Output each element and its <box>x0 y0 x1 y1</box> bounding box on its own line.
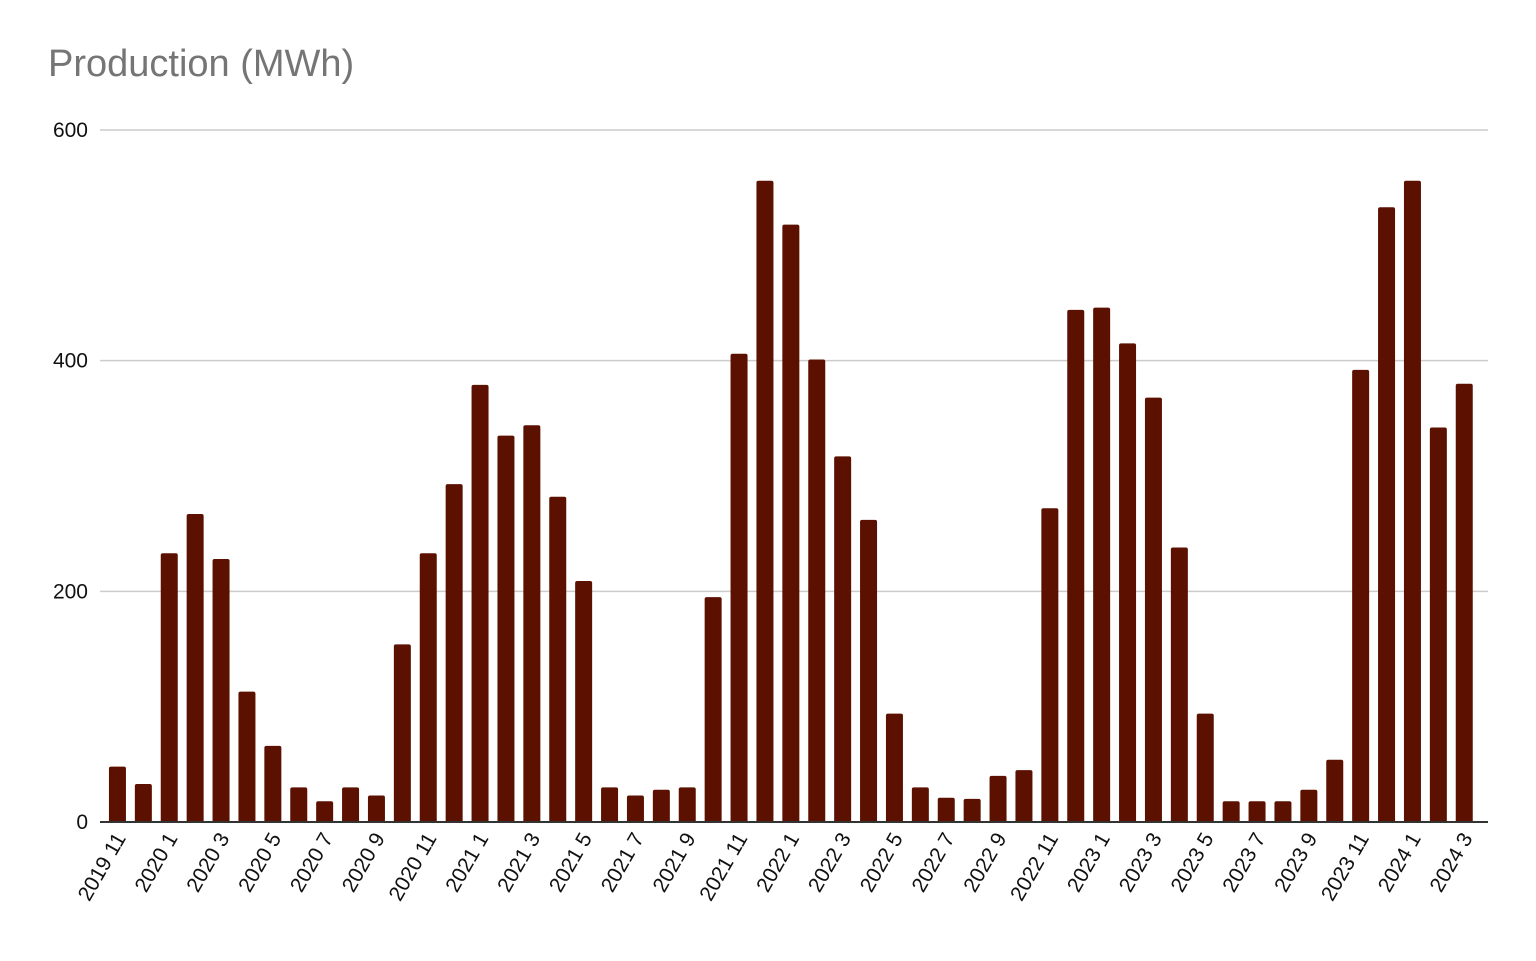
bar-2021-7 <box>626 795 644 822</box>
bar-2023-9 <box>1300 789 1318 822</box>
x-tick-label: 2022 1 <box>752 829 804 896</box>
x-tick-label: 2019 11 <box>74 829 131 905</box>
y-tick-label: 600 <box>53 119 88 142</box>
bar-2022-9 <box>989 775 1007 822</box>
x-tick-label: 2023 5 <box>1167 829 1219 896</box>
bar-2020-2 <box>186 514 204 822</box>
bar-2020-7 <box>316 801 334 822</box>
x-tick-label: 2022 3 <box>804 829 856 896</box>
x-tick-label: 2021 9 <box>649 829 701 896</box>
bar-2021-6 <box>601 787 619 822</box>
bar-2022-4 <box>860 519 878 822</box>
bar-2020-10 <box>393 644 411 822</box>
x-tick-label: 2022 5 <box>856 829 908 896</box>
chart-title: Production (MWh) <box>48 43 355 85</box>
bar-2022-11 <box>1041 508 1059 822</box>
x-tick-label: 2022 7 <box>908 829 960 896</box>
bar-2021-10 <box>704 597 722 822</box>
bar-2023-2 <box>1119 343 1137 822</box>
x-tick-label: 2024 1 <box>1374 829 1426 896</box>
bar-2020-9 <box>367 795 385 822</box>
x-tick-label: 2020 11 <box>384 829 441 905</box>
bar-2023-5 <box>1196 713 1214 822</box>
y-axis-tick-labels: 0 200 400 600 <box>53 119 88 834</box>
bar-2021-5 <box>575 580 593 822</box>
bar-2023-8 <box>1274 801 1292 822</box>
bar-2023-10 <box>1326 759 1344 822</box>
bar-2019-11 <box>108 766 126 822</box>
x-tick-label: 2023 11 <box>1317 829 1374 905</box>
x-tick-label: 2020 9 <box>338 829 390 896</box>
bar-2023-6 <box>1222 801 1240 822</box>
y-tick-label: 0 <box>76 811 88 834</box>
bar-2020-5 <box>264 745 282 822</box>
x-tick-label: 2020 7 <box>286 829 338 896</box>
x-tick-label: 2022 11 <box>1006 829 1063 905</box>
bar-2022-3 <box>834 456 852 822</box>
bar-2022-6 <box>911 787 929 822</box>
bar-2022-2 <box>808 359 826 822</box>
x-tick-label: 2022 9 <box>959 829 1011 896</box>
bar-2021-3 <box>523 425 541 822</box>
bar-2020-4 <box>238 691 256 822</box>
y-tick-label: 400 <box>53 350 88 373</box>
x-tick-label: 2020 5 <box>234 829 286 896</box>
x-tick-label: 2020 1 <box>131 829 183 896</box>
bar-2023-12 <box>1378 207 1396 823</box>
bar-2020-11 <box>419 553 437 822</box>
bar-2023-1 <box>1093 307 1111 822</box>
bar-2020-6 <box>290 787 308 822</box>
bar-2022-12 <box>1067 309 1085 822</box>
bar-2023-3 <box>1144 397 1162 822</box>
bar-2023-11 <box>1352 369 1370 822</box>
bar-2022-5 <box>885 713 903 822</box>
bar-2021-4 <box>549 496 567 822</box>
x-tick-label: 2023 7 <box>1218 829 1270 896</box>
x-tick-label: 2021 5 <box>545 829 597 896</box>
x-tick-label: 2021 7 <box>597 829 649 896</box>
x-tick-label: 2023 3 <box>1115 829 1167 896</box>
y-tick-label: 200 <box>53 580 88 603</box>
bar-2024-3 <box>1455 383 1473 822</box>
x-tick-label: 2023 1 <box>1063 829 1115 896</box>
bar-2020-1 <box>160 553 178 822</box>
bar-2020-3 <box>212 559 230 822</box>
bar-2023-4 <box>1170 547 1188 822</box>
bar-2021-1 <box>471 384 489 822</box>
bars <box>108 180 1473 823</box>
bar-2022-8 <box>963 798 981 822</box>
bar-2022-10 <box>1015 770 1033 822</box>
x-tick-label: 2024 3 <box>1426 829 1478 896</box>
bar-2021-2 <box>497 435 515 822</box>
bar-2021-11 <box>730 353 748 822</box>
bar-2023-7 <box>1248 801 1266 822</box>
bar-2024-1 <box>1403 180 1421 822</box>
bar-2022-7 <box>937 797 955 822</box>
bar-2021-9 <box>678 787 696 822</box>
bar-2021-8 <box>652 789 670 822</box>
x-tick-label: 2021 11 <box>695 829 752 905</box>
bar-2021-12 <box>756 180 774 822</box>
bar-2024-2 <box>1429 427 1447 822</box>
bar-2020-12 <box>445 484 463 822</box>
x-tick-label: 2023 9 <box>1270 829 1322 896</box>
x-axis-tick-labels: 2019 11 2020 1 2020 3 2020 5 2020 7 2020 9202… <box>74 829 1478 905</box>
x-tick-label: 2020 3 <box>182 829 234 896</box>
bar-2019-12 <box>134 783 152 822</box>
x-tick-label: 2021 1 <box>441 829 493 896</box>
bar-2020-8 <box>342 787 360 822</box>
x-tick-label: 2021 3 <box>493 829 545 896</box>
bar-2022-1 <box>782 224 800 822</box>
